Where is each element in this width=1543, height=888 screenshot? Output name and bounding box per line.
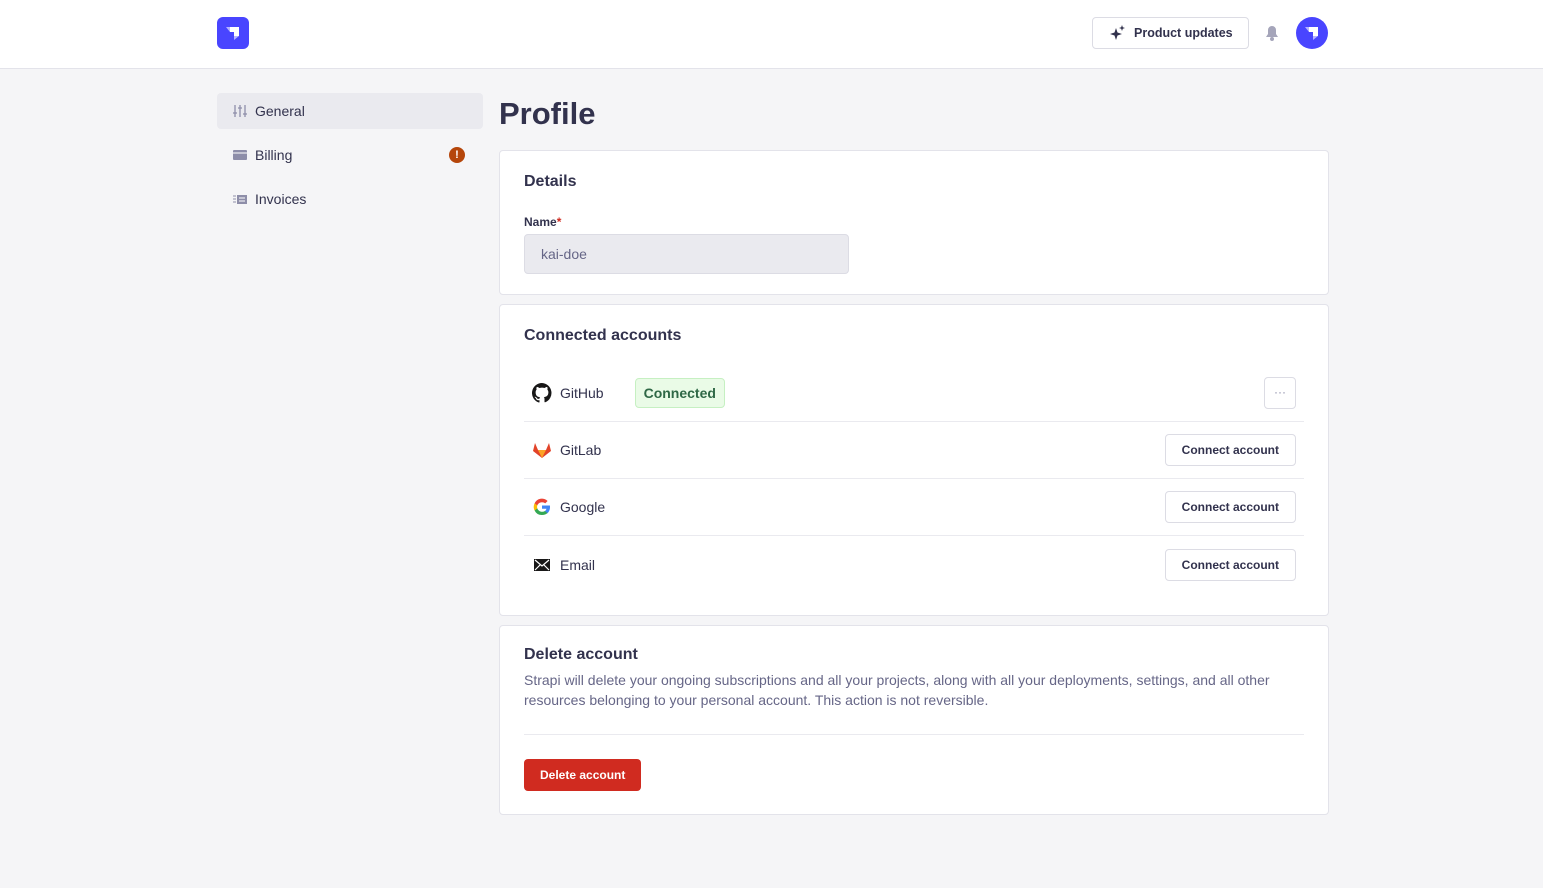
invoice-icon: [233, 195, 247, 204]
name-label: Name*: [524, 215, 562, 229]
sidebar-item-label: General: [255, 103, 305, 119]
account-row-email: Email Connect account: [524, 536, 1304, 593]
page-title: Profile: [499, 96, 596, 131]
delete-account-button[interactable]: Delete account: [524, 759, 642, 791]
connect-email-button[interactable]: Connect account: [1164, 548, 1296, 581]
divider: [524, 734, 1304, 735]
bell-icon[interactable]: [1265, 25, 1279, 41]
account-row-google: Google Connect account: [524, 479, 1304, 536]
gitlab-icon: [533, 443, 551, 458]
top-bar: Product updates: [0, 0, 1543, 69]
google-icon: [533, 498, 550, 516]
sidebar: General Billing ! Invoices: [217, 93, 483, 225]
user-avatar[interactable]: [1296, 17, 1328, 49]
connected-status-badge: Connected: [634, 378, 725, 408]
delete-account-title: Delete account: [524, 646, 638, 663]
connect-gitlab-button[interactable]: Connect account: [1164, 434, 1296, 466]
details-card: Details Name* kai-doe: [499, 150, 1329, 295]
account-row-github: GitHub Connected ···: [524, 365, 1304, 422]
billing-warning-badge: !: [449, 147, 465, 163]
product-updates-label: Product updates: [1134, 26, 1233, 40]
sidebar-item-general[interactable]: General: [217, 93, 483, 129]
sidebar-item-billing[interactable]: Billing !: [217, 137, 483, 173]
github-icon: [532, 383, 552, 403]
more-options-button[interactable]: ···: [1264, 377, 1296, 409]
required-mark: *: [556, 215, 562, 229]
details-title: Details: [524, 173, 577, 190]
strapi-logo[interactable]: [217, 17, 249, 49]
connected-accounts-title: Connected accounts: [524, 327, 682, 344]
account-row-gitlab: GitLab Connect account: [524, 422, 1304, 479]
account-name: Email: [560, 556, 596, 573]
sidebar-item-invoices[interactable]: Invoices: [217, 181, 483, 217]
sidebar-item-label: Invoices: [255, 191, 307, 207]
account-name: Google: [560, 499, 606, 515]
sparkle-icon: [1110, 25, 1125, 40]
account-name: GitHub: [560, 385, 604, 401]
sidebar-item-label: Billing: [255, 147, 293, 163]
credit-card-icon: [233, 150, 247, 160]
account-name: GitLab: [560, 442, 602, 458]
connect-google-button[interactable]: Connect account: [1164, 491, 1296, 523]
delete-account-card: Delete account Strapi will delete your o…: [499, 625, 1329, 815]
name-field[interactable]: kai-doe: [524, 234, 849, 274]
connected-accounts-card: Connected accounts GitHub Connected ··· …: [499, 304, 1329, 616]
delete-account-description: Strapi will delete your ongoing subscrip…: [524, 672, 1270, 708]
sliders-icon: [233, 105, 247, 117]
envelope-icon: [534, 558, 550, 571]
product-updates-button[interactable]: Product updates: [1092, 17, 1249, 49]
